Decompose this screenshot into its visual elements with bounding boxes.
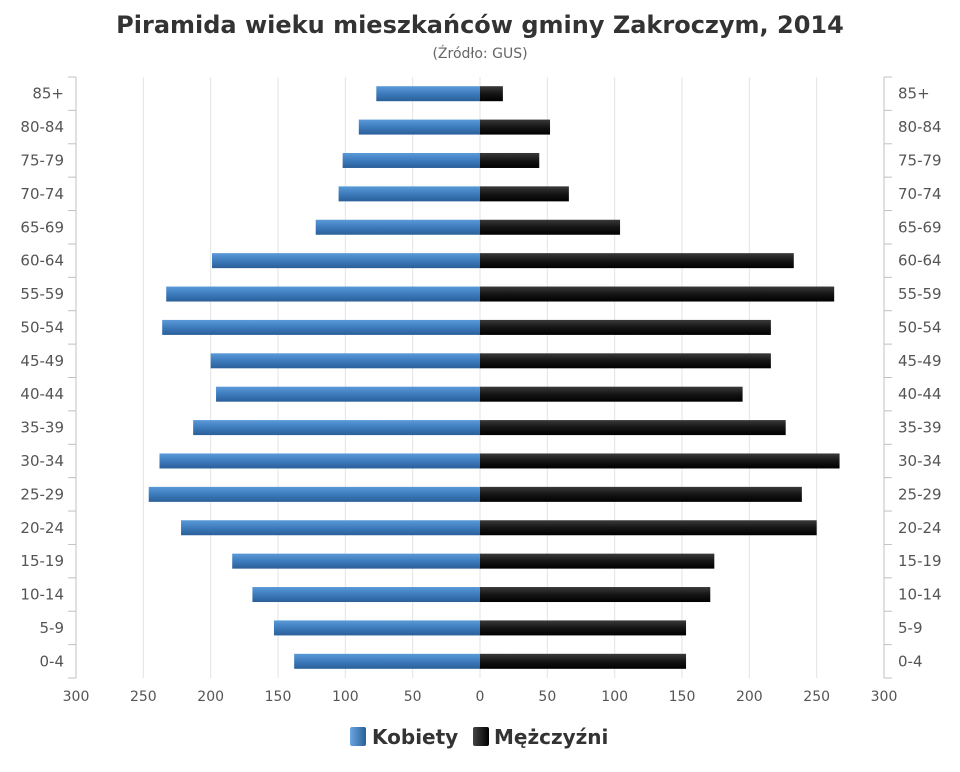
x-tick-label: 150 — [265, 689, 292, 705]
chart-subtitle: (Źródło: GUS) — [432, 44, 527, 62]
y-tick-label-left: 85+ — [32, 85, 64, 103]
y-tick-label-left: 70-74 — [20, 185, 64, 203]
x-tick-label: 150 — [669, 689, 696, 705]
bar-kobiety — [148, 486, 480, 502]
bar-mezczyzni — [480, 420, 786, 436]
y-tick-label-left: 45-49 — [20, 352, 64, 370]
y-tick-label-right: 70-74 — [898, 185, 942, 203]
y-tick-label-right: 85+ — [898, 85, 930, 103]
x-tick-label: 300 — [871, 689, 898, 705]
grid-lines — [142, 77, 818, 678]
x-tick-label: 0 — [476, 689, 485, 705]
bar-mezczyzni — [480, 86, 503, 102]
bar-kobiety — [342, 152, 480, 168]
y-tick-label-right: 10-14 — [898, 586, 942, 604]
y-tick-label-right: 65-69 — [898, 218, 942, 236]
y-tick-label-right: 0-4 — [898, 652, 923, 670]
bar-kobiety — [273, 620, 480, 636]
bar-kobiety — [252, 587, 480, 603]
x-tick-label: 100 — [601, 689, 628, 705]
bar-kobiety — [193, 420, 480, 436]
bar-kobiety — [294, 653, 480, 669]
bar-mezczyzni — [480, 152, 540, 168]
y-tick-label-left: 20-24 — [20, 519, 64, 537]
y-tick-label-left: 50-54 — [20, 318, 64, 336]
bar-mezczyzni — [480, 319, 771, 335]
bar-kobiety — [376, 86, 480, 102]
bar-kobiety — [212, 253, 480, 269]
legend: Kobiety Mężczyźni — [350, 725, 608, 749]
y-tick-label-left: 55-59 — [20, 285, 64, 303]
y-tick-label-right: 60-64 — [898, 252, 942, 270]
y-tick-label-right: 50-54 — [898, 318, 942, 336]
bar-kobiety — [338, 186, 480, 202]
bar-mezczyzni — [480, 653, 687, 669]
x-tick-label: 300 — [63, 689, 90, 705]
chart-title: Piramida wieku mieszkańców gminy Zakrocz… — [116, 11, 844, 39]
y-tick-label-right: 40-44 — [898, 385, 942, 403]
bar-kobiety — [181, 520, 481, 536]
bars — [148, 86, 840, 669]
bar-mezczyzni — [480, 453, 840, 469]
y-tick-label-left: 25-29 — [20, 485, 64, 503]
y-tick-label-right: 45-49 — [898, 352, 942, 370]
y-tick-label-right: 15-19 — [898, 552, 942, 570]
y-tick-label-right: 75-79 — [898, 151, 942, 169]
x-tick-label: 200 — [197, 689, 224, 705]
y-tick-label-right: 25-29 — [898, 485, 942, 503]
bar-mezczyzni — [480, 553, 715, 569]
bar-mezczyzni — [480, 219, 621, 235]
y-tick-label-left: 40-44 — [20, 385, 64, 403]
bar-kobiety — [232, 553, 480, 569]
x-tick-label: 200 — [736, 689, 763, 705]
bar-kobiety — [162, 319, 481, 335]
legend-label-kobiety[interactable]: Kobiety — [372, 725, 458, 749]
bar-mezczyzni — [480, 486, 802, 502]
bar-kobiety — [315, 219, 480, 235]
y-tick-label-left: 60-64 — [20, 252, 64, 270]
y-tick-label-right: 35-39 — [898, 419, 942, 437]
y-tick-label-right: 80-84 — [898, 118, 942, 136]
bar-mezczyzni — [480, 587, 711, 603]
x-tick-label: 50 — [538, 689, 556, 705]
y-tick-label-left: 80-84 — [20, 118, 64, 136]
y-tick-label-right: 5-9 — [898, 619, 923, 637]
bar-mezczyzni — [480, 353, 771, 369]
bar-mezczyzni — [480, 119, 551, 135]
bar-kobiety — [166, 286, 480, 302]
y-tick-label-right: 30-34 — [898, 452, 942, 470]
y-tick-label-left: 35-39 — [20, 419, 64, 437]
y-tick-label-left: 75-79 — [20, 151, 64, 169]
legend-swatch-mezczyzni[interactable] — [473, 727, 489, 746]
legend-swatch-kobiety[interactable] — [350, 727, 366, 746]
x-tick-label: 250 — [803, 689, 830, 705]
bar-mezczyzni — [480, 253, 794, 269]
bar-mezczyzni — [480, 620, 687, 636]
y-tick-label-left: 5-9 — [40, 619, 65, 637]
x-tick-label: 100 — [332, 689, 359, 705]
y-tick-label-left: 65-69 — [20, 218, 64, 236]
y-tick-label-left: 30-34 — [20, 452, 64, 470]
y-tick-label-left: 15-19 — [20, 552, 64, 570]
bar-mezczyzni — [480, 186, 569, 202]
y-tick-label-left: 10-14 — [20, 586, 64, 604]
bar-mezczyzni — [480, 386, 743, 402]
x-tick-label: 50 — [404, 689, 422, 705]
bar-kobiety — [210, 353, 480, 369]
bar-kobiety — [159, 453, 480, 469]
axes: 300 250 200 150 100 50 0 50 100 150 200 250 300 85+ 85… — [20, 76, 942, 705]
legend-label-mezczyzni[interactable]: Mężczyźni — [494, 725, 608, 749]
bar-kobiety — [358, 119, 480, 135]
bar-kobiety — [216, 386, 480, 402]
x-tick-label: 250 — [130, 689, 157, 705]
y-tick-label-right: 55-59 — [898, 285, 942, 303]
y-tick-label-left: 0-4 — [40, 652, 65, 670]
bar-mezczyzni — [480, 520, 817, 536]
y-tick-label-right: 20-24 — [898, 519, 942, 537]
bar-mezczyzni — [480, 286, 835, 302]
